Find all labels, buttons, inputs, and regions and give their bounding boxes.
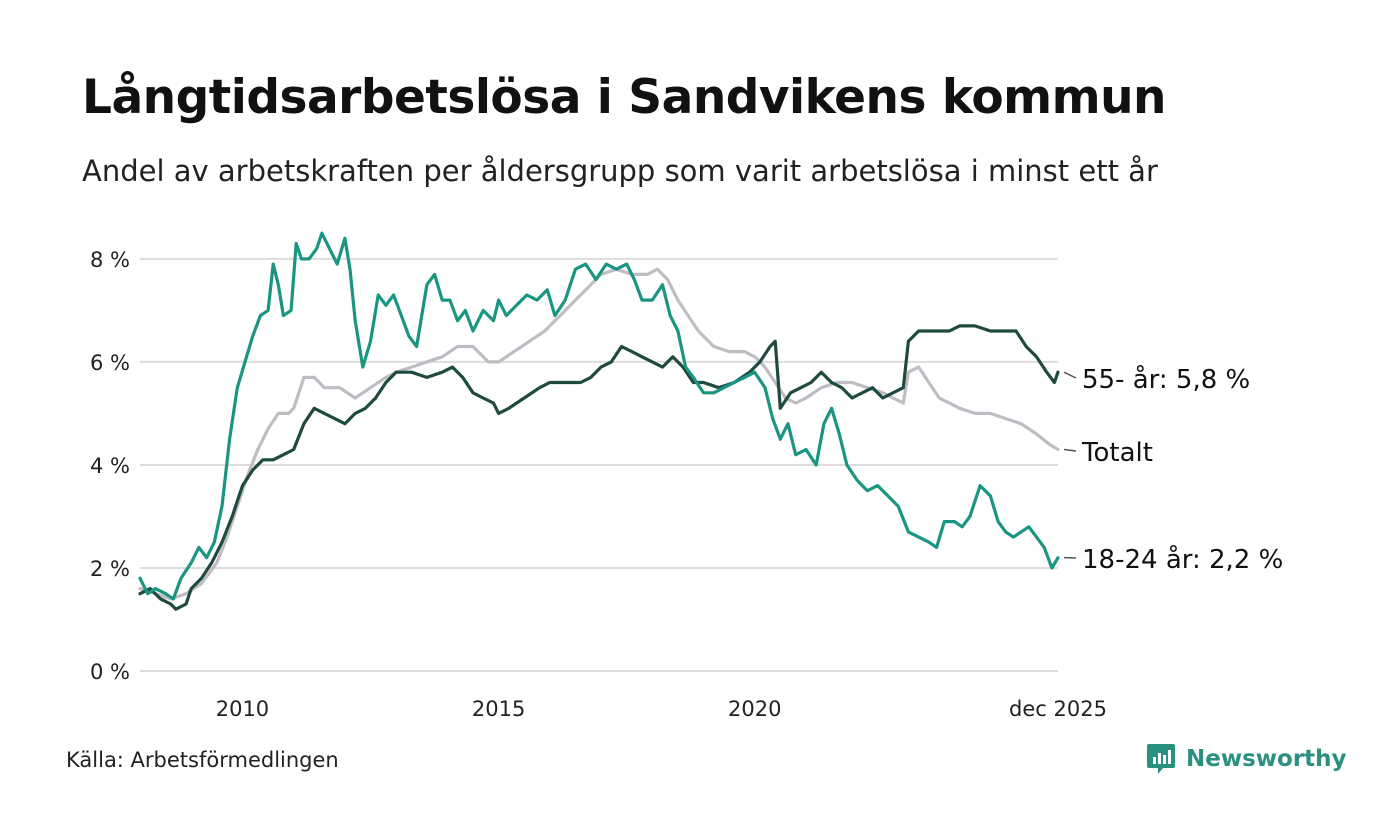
newsworthy-logo-icon xyxy=(1147,744,1175,774)
y-tick-label: 4 % xyxy=(90,454,130,478)
brand-name: Newsworthy xyxy=(1186,746,1347,772)
y-tick-label: 6 % xyxy=(90,351,130,375)
y-axis-tick-labels: 0 % 2 % 4 % 6 % 8 % xyxy=(90,248,130,684)
x-tick-label: 2020 xyxy=(728,697,781,721)
end-label-leader xyxy=(1063,371,1077,379)
y-tick-label: 8 % xyxy=(90,248,130,272)
end-label-leader xyxy=(1063,448,1077,452)
chart-subtitle: Andel av arbetskraften per åldersgrupp s… xyxy=(82,154,1158,188)
x-tick-label: 2010 xyxy=(216,697,269,721)
series-end-label-totalt: Totalt xyxy=(1081,438,1153,468)
x-tick-label: 2015 xyxy=(472,697,525,721)
series-end-label-18-24-r: 18-24 år: 2,2 % xyxy=(1082,544,1283,575)
series-line-totalt xyxy=(138,267,1060,601)
source-note: Källa: Arbetsförmedlingen xyxy=(66,748,339,772)
series-layer xyxy=(138,231,1060,611)
series-line-55-r xyxy=(138,324,1060,611)
y-tick-label: 0 % xyxy=(90,660,130,684)
chart-title: Långtidsarbetslösa i Sandvikens kommun xyxy=(82,70,1167,125)
grid-layer xyxy=(140,257,1058,672)
series-end-label-55-r: 55- år: 5,8 % xyxy=(1082,364,1250,395)
y-tick-label: 2 % xyxy=(90,557,130,581)
x-axis-tick-labels: 2010 2015 2020 dec 2025 xyxy=(216,697,1107,721)
brand-logo: Newsworthy xyxy=(1146,742,1347,776)
x-tick-label: dec 2025 xyxy=(1009,697,1107,721)
series-end-labels: Totalt 55- år: 5,8 % 18-24 år: 2,2 % xyxy=(1063,364,1283,575)
series-line-18-24-r xyxy=(138,231,1060,601)
